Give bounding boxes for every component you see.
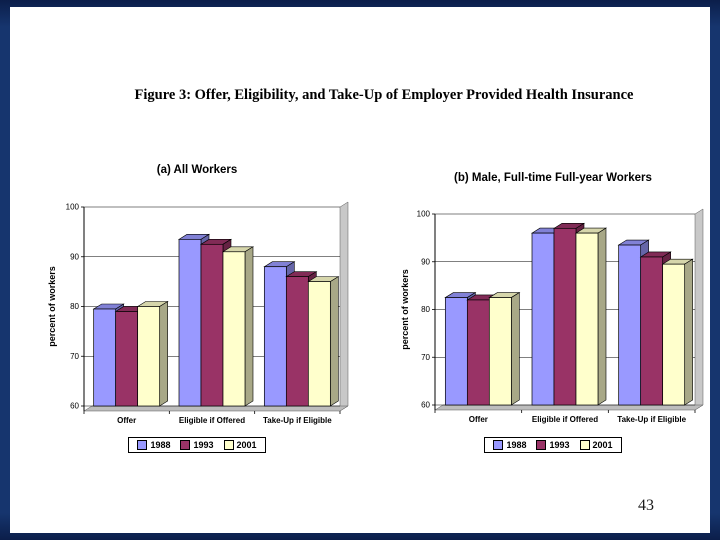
legend-item-1988: 1988 — [137, 440, 170, 450]
legend: 1988 1993 2001 — [128, 437, 266, 453]
bar-front-face — [115, 311, 139, 407]
y-tick-label: 100 — [417, 210, 431, 219]
legend-label: 1993 — [193, 440, 214, 450]
legend-swatch-2001 — [579, 440, 590, 450]
plot-floor — [83, 405, 349, 412]
chart-all-workers: (a) All Workers 60 70 80 90 100 percent of wor… — [36, 159, 358, 453]
y-tick-label: 60 — [421, 401, 430, 410]
y-tick-label: 70 — [421, 353, 430, 362]
bar-front-face — [93, 308, 117, 407]
bar-front-face — [531, 232, 555, 406]
chart-plot: (b) Male, Full-time Full-year Workers 60 7… — [400, 172, 704, 424]
bar-2001-offer — [136, 300, 169, 407]
bar-front-face — [618, 244, 642, 406]
legend-item-2001: 2001 — [223, 440, 257, 450]
y-tick-label: 60 — [70, 402, 79, 411]
chart-title: (a) All Workers — [157, 164, 238, 176]
legend-item-1988: 1988 — [493, 440, 526, 450]
category-label: Eligible if Offered — [179, 416, 245, 425]
category-label: Eligible if Offered — [532, 415, 598, 424]
category-label: Take-Up if Eligible — [617, 415, 686, 424]
bar-front-face — [662, 263, 686, 406]
bar-2001-eligible-if-offered — [574, 227, 608, 406]
y-tick-label: 90 — [421, 257, 430, 266]
legend-item-1993: 1993 — [536, 440, 570, 450]
bar-front-face — [263, 266, 287, 407]
slide-canvas: Figure 3: Offer, Eligibility, and Take-U… — [10, 7, 710, 533]
page-number: 43 — [638, 497, 654, 514]
bar-front-face — [444, 297, 468, 406]
bar-front-face — [466, 299, 490, 406]
bar-front-face — [222, 251, 246, 407]
bar-side-face — [597, 227, 607, 406]
legend: 1988 1993 2001 — [484, 437, 622, 453]
figure-title: Figure 3: Offer, Eligibility, and Take-U… — [134, 87, 634, 103]
legend-item-1993: 1993 — [180, 440, 214, 450]
y-tick-label: 100 — [66, 203, 80, 212]
bar-2001-take-up-if-eligible — [307, 276, 340, 407]
bar-side-face — [511, 292, 520, 406]
plot-side-wall — [339, 201, 349, 412]
bar-front-face — [640, 256, 664, 406]
bar-side-face — [684, 258, 693, 406]
legend-swatch-1993 — [180, 440, 191, 450]
plot-floor — [434, 404, 704, 411]
legend-label: 1993 — [549, 440, 570, 450]
legend-item-2001: 2001 — [579, 440, 613, 450]
bar-side-face — [330, 276, 339, 407]
legend-label: 2001 — [592, 440, 613, 450]
plot-side-wall — [694, 208, 704, 411]
y-tick-label: 80 — [421, 305, 430, 314]
bar-2001-offer — [488, 292, 521, 406]
bar-front-face — [137, 306, 161, 407]
legend-swatch-2001 — [223, 440, 234, 450]
legend-swatch-1988 — [137, 440, 148, 450]
y-axis-title: percent of workers — [400, 269, 410, 350]
legend-label: 2001 — [236, 440, 257, 450]
legend-label: 1988 — [506, 440, 527, 450]
bar-front-face — [553, 227, 577, 406]
bar-front-face — [200, 243, 224, 407]
y-tick-label: 80 — [70, 302, 79, 311]
legend-label: 1988 — [150, 440, 171, 450]
bar-front-face — [285, 276, 309, 407]
bar-front-face — [307, 281, 331, 407]
chart-title: (b) Male, Full-time Full-year Workers — [454, 172, 652, 184]
bar-side-face — [159, 300, 168, 407]
chart-male-fulltime-workers: (b) Male, Full-time Full-year Workers 60 7… — [388, 159, 718, 453]
category-label: Offer — [469, 415, 488, 424]
bar-2001-eligible-if-offered — [221, 246, 255, 407]
y-tick-label: 90 — [70, 252, 79, 261]
bar-front-face — [575, 232, 599, 406]
y-axis-title: percent of workers — [47, 266, 57, 347]
category-label: Offer — [117, 416, 136, 425]
y-tick-label: 70 — [70, 352, 79, 361]
bar-2001-take-up-if-eligible — [661, 258, 694, 406]
bar-side-face — [244, 246, 254, 407]
chart-plot: (a) All Workers 60 70 80 90 100 percent of wor… — [47, 164, 349, 425]
bar-front-face — [178, 238, 202, 407]
legend-swatch-1993 — [536, 440, 547, 450]
legend-swatch-1988 — [493, 440, 504, 450]
bar-front-face — [488, 297, 512, 406]
category-label: Take-Up if Eligible — [263, 416, 332, 425]
